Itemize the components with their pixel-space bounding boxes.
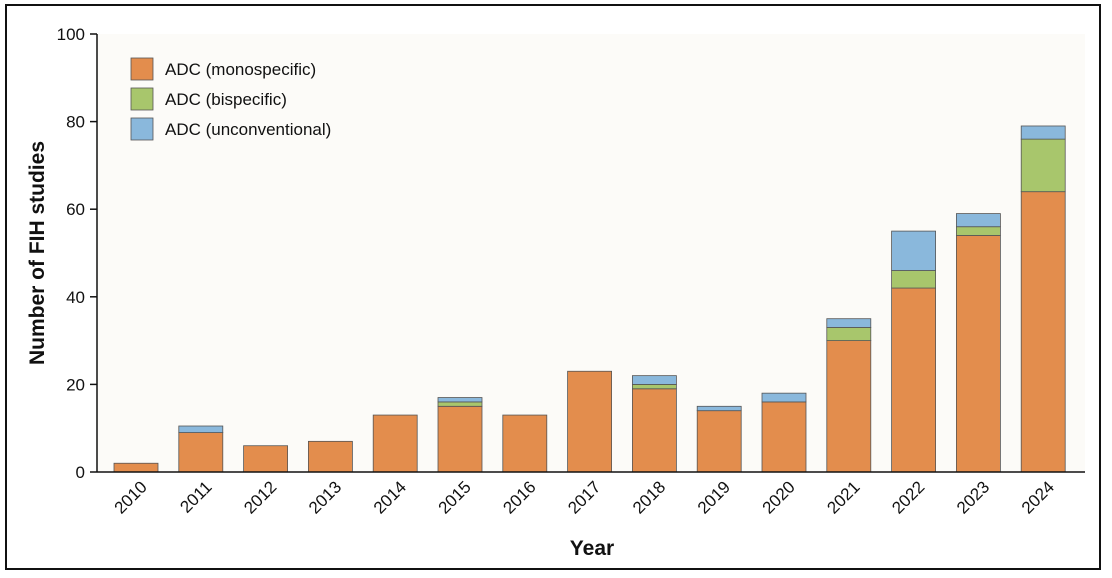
bar-2018-series-2 xyxy=(632,383,677,390)
bar-2019-series-1 xyxy=(696,410,742,473)
legend-swatch-1 xyxy=(130,57,154,81)
bar-2022-series-2 xyxy=(891,270,936,289)
y-tick-label-100: 100 xyxy=(57,25,85,44)
x-tick-label-2014: 2014 xyxy=(370,477,410,517)
bar-2022-series-1 xyxy=(891,287,936,473)
x-tick-label-2023: 2023 xyxy=(953,477,993,517)
x-tick-label-2013: 2013 xyxy=(305,477,345,517)
bar-2020-series-3 xyxy=(761,392,807,403)
bars-group xyxy=(113,125,1066,473)
bar-2024-series-2 xyxy=(1020,138,1066,193)
y-tick-label-20: 20 xyxy=(66,375,85,394)
bar-2020-series-1 xyxy=(761,401,807,473)
y-axis: 0 20 40 60 80 100 xyxy=(57,25,98,482)
legend-label-2: ADC (bispecific) xyxy=(165,90,287,109)
x-axis: 2010 2011 2012 2013 2014 2015 2016 2017 2018 2019… xyxy=(97,471,1085,518)
y-tick-label-60: 60 xyxy=(66,200,85,219)
x-tick-label-2024: 2024 xyxy=(1018,477,1058,517)
y-tick-label-40: 40 xyxy=(66,288,85,307)
bar-2021-series-1 xyxy=(826,340,872,473)
x-tick-label-2019: 2019 xyxy=(694,477,734,517)
x-tick-label-2017: 2017 xyxy=(564,477,604,517)
bar-2023-series-1 xyxy=(956,235,1001,473)
bar-2021-series-2 xyxy=(826,327,872,341)
x-tick-label-2012: 2012 xyxy=(240,477,280,517)
x-tick-label-2018: 2018 xyxy=(629,477,669,517)
x-tick-label-2021: 2021 xyxy=(823,477,863,517)
x-tick-label-2011: 2011 xyxy=(176,477,215,516)
legend-swatch-3 xyxy=(130,117,154,141)
bar-2019-series-3 xyxy=(696,405,742,412)
bar-2012-series-1 xyxy=(243,445,289,473)
bar-2024-series-1 xyxy=(1020,191,1066,473)
legend-swatch-2 xyxy=(130,87,154,111)
bar-2022-series-3 xyxy=(891,230,936,271)
bar-2015-series-1 xyxy=(437,405,483,473)
bar-2015-series-3 xyxy=(437,397,483,403)
x-tick-label-2022: 2022 xyxy=(888,477,928,517)
y-axis-title: Number of FIH studies xyxy=(26,141,49,365)
bar-2011-series-1 xyxy=(178,432,224,473)
bar-2023-series-2 xyxy=(956,226,1001,236)
bar-2015-series-2 xyxy=(437,401,483,407)
bar-2024-series-3 xyxy=(1020,125,1066,140)
x-tick-label-2020: 2020 xyxy=(759,477,799,517)
x-axis-title: Year xyxy=(570,537,614,560)
bar-2016-series-1 xyxy=(502,414,548,473)
bar-2023-series-3 xyxy=(956,213,1001,228)
legend-label-3: ADC (unconventional) xyxy=(165,120,331,139)
legend-label-1: ADC (monospecific) xyxy=(165,60,316,79)
x-tick-label-2010: 2010 xyxy=(111,477,151,517)
bar-2013-series-1 xyxy=(307,440,353,473)
bar-2018-series-1 xyxy=(632,388,677,473)
y-tick-label-80: 80 xyxy=(66,113,85,132)
bar-2017-series-1 xyxy=(567,370,612,473)
legend: ADC (monospecific) ADC (bispecific) ADC (u… xyxy=(130,57,331,141)
bar-2011-series-3 xyxy=(178,425,224,433)
bar-2014-series-1 xyxy=(372,414,418,473)
x-tick-label-2015: 2015 xyxy=(435,477,475,517)
bar-2010-series-1 xyxy=(113,462,159,473)
bar-2018-series-3 xyxy=(632,375,677,385)
y-tick-label-0: 0 xyxy=(76,463,85,482)
x-tick-label-2016: 2016 xyxy=(499,477,539,517)
bar-2021-series-3 xyxy=(826,318,872,328)
